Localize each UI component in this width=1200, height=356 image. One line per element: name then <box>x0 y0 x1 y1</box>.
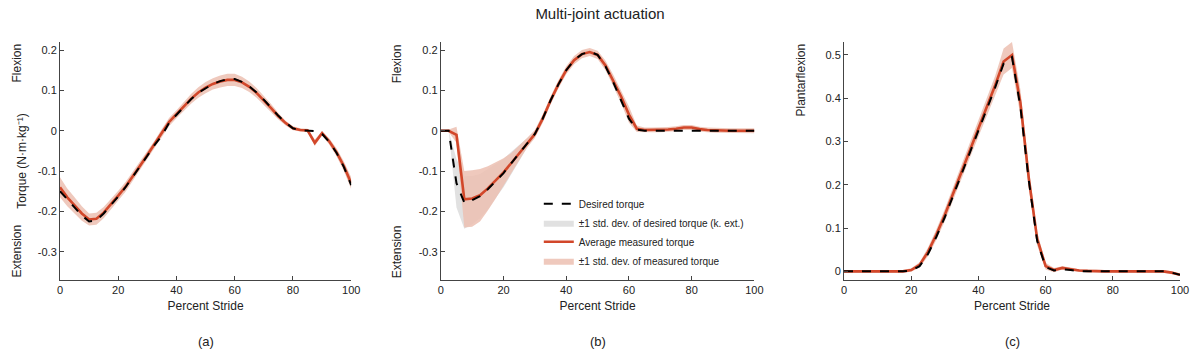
svg-text:-0.3: -0.3 <box>38 246 57 258</box>
svg-text:0: 0 <box>438 284 444 296</box>
svg-text:Torque (N·m·kg⁻¹): Torque (N·m·kg⁻¹) <box>15 113 29 208</box>
svg-text:0: 0 <box>57 284 63 296</box>
svg-text:-0.2: -0.2 <box>38 205 57 217</box>
svg-text:0.2: 0.2 <box>42 44 57 56</box>
svg-text:Multi-joint actuation: Multi-joint actuation <box>535 5 664 22</box>
svg-text:Percent Stride: Percent Stride <box>560 299 636 313</box>
svg-text:Average measured torque: Average measured torque <box>579 237 695 248</box>
svg-text:0.1: 0.1 <box>42 84 57 96</box>
svg-text:20: 20 <box>112 284 124 296</box>
svg-text:20: 20 <box>905 284 917 296</box>
svg-text:60: 60 <box>1039 284 1051 296</box>
svg-text:Flexion: Flexion <box>390 45 404 84</box>
svg-text:-0.1: -0.1 <box>419 165 438 177</box>
svg-text:-0.2: -0.2 <box>419 205 438 217</box>
svg-text:Desired torque: Desired torque <box>579 199 645 210</box>
svg-text:40: 40 <box>972 284 984 296</box>
svg-text:0: 0 <box>51 125 57 137</box>
svg-text:±1 std. dev. of desired torque: ±1 std. dev. of desired torque (k. ext.) <box>579 218 744 229</box>
svg-text:Extension: Extension <box>390 226 404 279</box>
svg-text:0.5: 0.5 <box>826 49 841 61</box>
svg-text:80: 80 <box>686 284 698 296</box>
svg-text:Extension: Extension <box>10 225 24 278</box>
svg-text:Flexion: Flexion <box>10 44 24 83</box>
svg-text:100: 100 <box>342 284 360 296</box>
svg-text:0.2: 0.2 <box>826 179 841 191</box>
svg-text:20: 20 <box>497 284 509 296</box>
svg-text:60: 60 <box>623 284 635 296</box>
svg-text:0.4: 0.4 <box>826 92 841 104</box>
svg-text:(b): (b) <box>590 334 606 349</box>
svg-text:0: 0 <box>841 284 847 296</box>
svg-text:40: 40 <box>560 284 572 296</box>
svg-text:100: 100 <box>1171 284 1189 296</box>
svg-text:Plantarflexion: Plantarflexion <box>794 44 808 117</box>
svg-text:0: 0 <box>835 265 841 277</box>
svg-text:0.3: 0.3 <box>826 135 841 147</box>
svg-text:-0.1: -0.1 <box>38 165 57 177</box>
svg-text:(c): (c) <box>1005 334 1020 349</box>
svg-text:0.1: 0.1 <box>826 222 841 234</box>
svg-text:80: 80 <box>287 284 299 296</box>
svg-text:40: 40 <box>170 284 182 296</box>
svg-text:Percent Stride: Percent Stride <box>974 299 1050 313</box>
svg-text:±1 std. dev. of measured torqu: ±1 std. dev. of measured torque <box>579 256 720 267</box>
svg-text:60: 60 <box>229 284 241 296</box>
svg-text:80: 80 <box>1107 284 1119 296</box>
svg-text:(a): (a) <box>198 334 214 349</box>
svg-text:-0.3: -0.3 <box>419 246 438 258</box>
svg-text:100: 100 <box>745 284 763 296</box>
svg-text:0.2: 0.2 <box>422 44 437 56</box>
svg-text:0: 0 <box>431 125 437 137</box>
svg-text:0.1: 0.1 <box>422 84 437 96</box>
svg-text:Percent Stride: Percent Stride <box>168 299 244 313</box>
